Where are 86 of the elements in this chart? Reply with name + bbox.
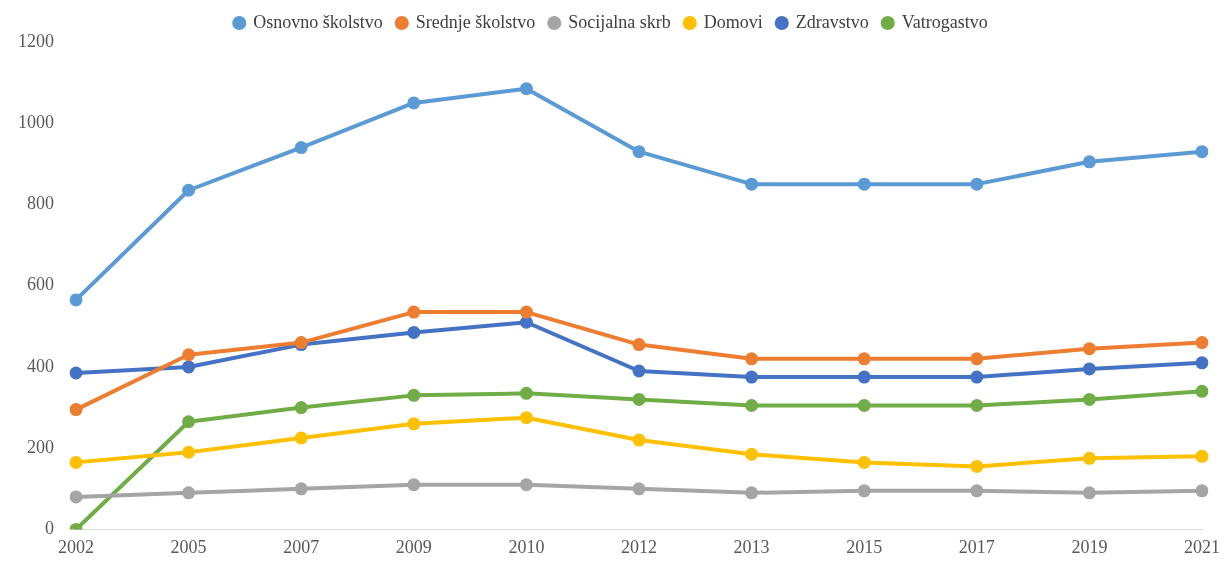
point xyxy=(1195,336,1209,350)
point xyxy=(407,305,421,319)
point xyxy=(970,484,984,498)
legend-label: Socijalna skrb xyxy=(568,11,671,32)
point xyxy=(632,433,646,447)
point xyxy=(519,82,533,96)
point xyxy=(857,370,871,384)
point xyxy=(182,415,196,429)
point xyxy=(407,388,421,402)
point xyxy=(294,141,308,155)
point xyxy=(632,145,646,159)
x-tick-label: 2021 xyxy=(1184,536,1220,557)
y-tick-label: 600 xyxy=(27,274,54,295)
point xyxy=(69,366,83,380)
x-tick-label: 2010 xyxy=(508,536,545,557)
point xyxy=(294,431,308,445)
point xyxy=(857,177,871,191)
point xyxy=(407,417,421,431)
point xyxy=(632,392,646,406)
point xyxy=(1195,484,1209,498)
point xyxy=(970,399,984,413)
legend-label: Zdravstvo xyxy=(795,11,869,32)
point xyxy=(1195,356,1209,370)
point xyxy=(182,183,196,197)
point xyxy=(1195,384,1209,398)
point xyxy=(857,455,871,469)
legend-label: Srednje školstvo xyxy=(415,11,536,32)
x-tick-label: 2002 xyxy=(58,536,94,557)
point xyxy=(1195,449,1209,463)
point xyxy=(970,177,984,191)
point xyxy=(294,401,308,415)
x-tick-label: 2019 xyxy=(1071,536,1108,557)
legend-label: Domovi xyxy=(703,11,763,32)
point xyxy=(519,411,533,425)
x-tick-label: 2012 xyxy=(621,536,657,557)
point xyxy=(519,478,533,492)
point xyxy=(69,490,83,504)
point xyxy=(407,478,421,492)
point xyxy=(182,445,196,459)
point xyxy=(69,293,83,307)
y-tick-label: 400 xyxy=(27,355,54,376)
y-tick-label: 800 xyxy=(27,193,54,214)
point xyxy=(970,459,984,473)
x-tick-label: 2015 xyxy=(846,536,883,557)
point xyxy=(519,386,533,400)
y-tick-label: 1000 xyxy=(18,111,54,132)
point xyxy=(1082,486,1096,500)
point xyxy=(182,486,196,500)
point xyxy=(1082,342,1096,356)
y-tick-label: 1200 xyxy=(18,30,54,51)
point xyxy=(970,370,984,384)
point xyxy=(182,348,196,362)
x-tick-label: 2017 xyxy=(958,536,995,557)
legend-label: Vatrogastvo xyxy=(901,11,988,32)
point xyxy=(69,455,83,469)
point xyxy=(745,352,759,366)
point xyxy=(632,482,646,496)
point xyxy=(1082,362,1096,376)
x-tick-label: 2007 xyxy=(283,536,320,557)
point xyxy=(632,364,646,378)
point xyxy=(970,352,984,366)
point xyxy=(1082,155,1096,169)
point xyxy=(857,484,871,498)
point xyxy=(294,482,308,496)
point xyxy=(1195,145,1209,159)
point xyxy=(182,360,196,374)
point xyxy=(857,352,871,366)
point xyxy=(745,486,759,500)
point xyxy=(519,305,533,319)
point xyxy=(745,370,759,384)
y-tick-label: 0 xyxy=(45,518,54,539)
point xyxy=(745,177,759,191)
point xyxy=(745,447,759,461)
y-tick-label: 200 xyxy=(27,436,54,457)
point xyxy=(745,399,759,413)
point xyxy=(69,403,83,417)
x-tick-label: 2013 xyxy=(733,536,770,557)
point xyxy=(632,338,646,352)
legend-label: Osnovno školstvo xyxy=(253,11,383,32)
point xyxy=(857,399,871,413)
x-tick-label: 2009 xyxy=(395,536,432,557)
x-tick-label: 2005 xyxy=(170,536,207,557)
point xyxy=(1082,392,1096,406)
point xyxy=(407,96,421,110)
point xyxy=(407,325,421,339)
point xyxy=(1082,451,1096,465)
